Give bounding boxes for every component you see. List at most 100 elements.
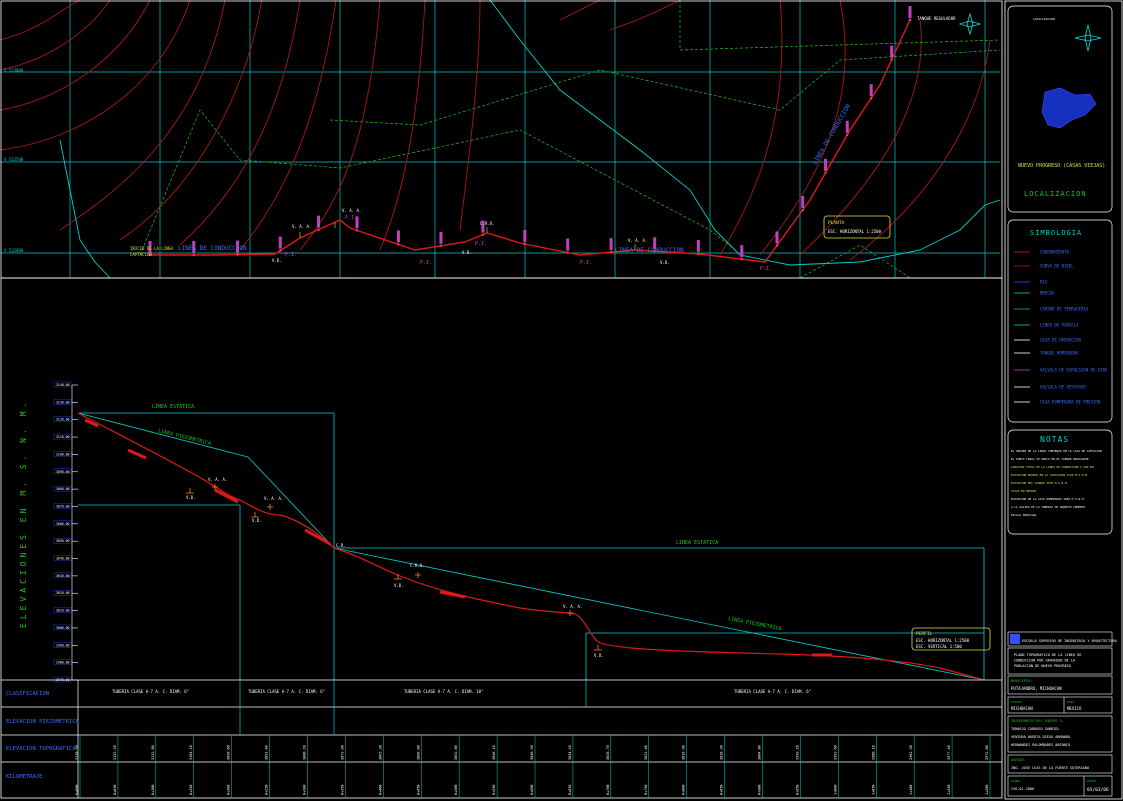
elevation-label: 3140.00 [56,383,70,387]
topo-elevation: 2982.50 [909,745,913,760]
chainage: 0+450 [416,784,420,795]
chainage-marker [317,215,321,228]
plan-label: PLANO [1011,779,1020,783]
legend-label: BRECHA [1040,291,1055,296]
perfil-title: PERFIL [916,631,933,637]
advisor-label: ASESOR: [1011,758,1026,762]
project-title: PLANO TOPOGRAFICO DE LA LINEA DE CONDUCCI… [1014,653,1081,668]
chainage: 0+800 [682,784,686,795]
vd-label: V.D. [462,250,472,255]
elevation-label: 3060.00 [56,522,70,526]
chainage: 0+900 [758,784,762,795]
note: COTAS EN METROS [1011,489,1037,493]
topo-elevation: 3072.90 [340,745,344,760]
chainage: 0+100 [151,784,155,795]
vaa-label: V. A. A. [342,208,361,213]
chainage: 0+600 [530,784,534,795]
chainage: 0+750 [644,784,648,795]
line-label-2: LINEA DE CONDUCCION [615,247,684,254]
title-block: LOCALIZACION NUEVO PROGRESO (CASAS VIEJA… [1004,0,1123,800]
municipio-label: MUNICIPIO: [1011,679,1032,683]
elevation-label: 3090.00 [56,470,70,474]
vd-label: V.D. [186,495,196,500]
north-arrow-icon [958,12,982,36]
team-member: HERNANDEZ PALOMBARES ANTONIO [1011,743,1070,747]
grid-label: X 522000 [4,248,24,253]
notas-heading: NOTAS [1040,435,1069,444]
elevation-label: 3080.00 [56,487,70,491]
pi-label: P.I. [420,260,432,266]
chainage: 0+650 [568,784,572,795]
chainage: 1+200 [985,784,989,795]
elevation-label: 3110.00 [56,435,70,439]
topo-elevation: 3022.40 [644,745,648,760]
chainage: 0+150 [189,784,193,795]
static-line-label: LINEA ESTATICA [152,404,194,410]
elevation-label: 3050.00 [56,539,70,543]
topo-elevation: 3104.10 [189,745,193,760]
vaa-label: V. A. A. [264,496,283,501]
state-map [1041,87,1097,129]
chainage-marker [653,237,657,250]
advisor: ING. JOSE LUIS DE LA FUENTE SOTERIANO [1011,766,1089,770]
note: EL ORIGEN DE LA LINEA COMIENZA EN LA CAJ… [1011,449,1102,453]
chainage: 0+200 [227,784,231,795]
elevation-label: 3010.00 [56,609,70,613]
chainage-marker [192,241,196,253]
topo-elevation: 3040.50 [530,745,534,760]
pais: MEXICO [1067,706,1082,711]
simbologia-heading: SIMBOLOGIA [1030,229,1082,237]
conduction-line-plan [150,19,911,263]
legend-label: TANQUE ROMPEDORA [1040,351,1079,356]
chainage-marker [481,220,485,233]
elevation-label: 2990.00 [56,643,70,647]
team-member: VENTURA HUERTA DIEGO ARMANDO [1011,735,1070,739]
topo-elevation: 3010.30 [720,745,724,760]
pi-label: P.I. [760,266,772,272]
note: LONGITUD TOTAL DE LA LINEA DE CONDUCCION… [1011,465,1094,469]
vd-label: V.D. [252,518,262,523]
chainage-marker [278,236,282,249]
chainage-marker [908,6,912,18]
chainage-marker [801,196,805,209]
plan-number: CVD-01-2006 [1011,787,1034,791]
note: ELEVACION MAXIMA EN LA CAPTACION 3138 M.… [1011,473,1089,477]
chainage-marker [609,238,613,251]
topo-elevation: 2972.00 [985,745,989,760]
topo-elevation: 3016.90 [682,745,686,760]
grid-label: X 523000 [4,68,24,73]
chainage: 0+250 [265,784,269,795]
perfil-v: ESC. VERTICAL 1:500 [916,644,962,649]
legend-label: CURVA DE NIVEL [1040,264,1074,269]
chainage: 0+850 [720,784,724,795]
chainage-marker [439,231,443,244]
chainage-marker [566,238,570,251]
profile-ylabel: ELEVACIONES EN M. S. N. M. [19,399,28,628]
classification: TUBERIA CLASE A-7 A. C. DIAM. 6" [734,689,811,694]
vaa-label: V. A. A. [563,604,582,609]
elevation-label: 2980.00 [56,661,70,665]
chainage: 0+300 [303,784,307,795]
cro-label: C.R.O. [410,563,424,568]
chainage-marker [775,231,779,244]
chainage: 0+950 [795,784,799,795]
topo-elevation: 3138.50 [75,745,79,760]
estado-label: ESTADO [1011,700,1022,704]
vd-label: V.D. [394,583,404,588]
static-line-label: LINEA ESTATICA [676,540,718,546]
chainage-marker [845,120,849,133]
elevation-label: 3070.00 [56,504,70,508]
topo-elevation: 3052.80 [454,745,458,760]
elevation-label: 3020.00 [56,591,70,595]
pi-label: P.I. [475,241,487,247]
loc-small: LOCALIZACION [1033,17,1055,21]
elevation-label: 3040.00 [56,557,70,561]
elevation-label: 3030.00 [56,574,70,578]
profile-view: 3140.00 3130.00 3120.00 3110.00 3100.00 3090.… [0,277,1003,799]
chainage: 0+050 [113,784,117,795]
row-label: CLASIFICACION [6,691,49,697]
topo-elevation: 2999.20 [795,745,799,760]
pi-label: P.I. [285,252,297,258]
topo-elevation: 3028.70 [606,745,610,760]
